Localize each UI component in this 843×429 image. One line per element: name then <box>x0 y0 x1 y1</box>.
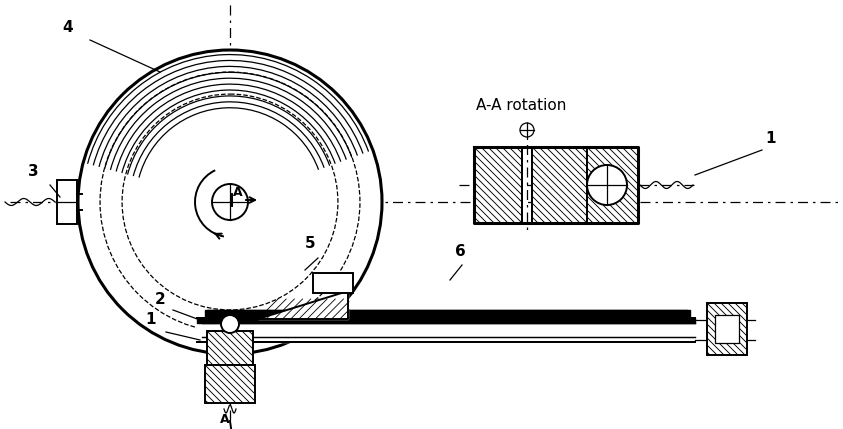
Text: 3: 3 <box>28 164 39 179</box>
Bar <box>715 315 739 343</box>
Bar <box>474 147 522 223</box>
Bar <box>313 273 353 293</box>
Text: 4: 4 <box>62 20 72 35</box>
Circle shape <box>520 123 534 137</box>
Bar <box>587 147 638 223</box>
Text: 1: 1 <box>765 131 776 146</box>
Text: A: A <box>233 186 243 199</box>
Text: 6: 6 <box>455 244 465 259</box>
Polygon shape <box>258 291 348 319</box>
Bar <box>207 331 253 365</box>
Circle shape <box>221 315 239 333</box>
Circle shape <box>212 184 248 220</box>
Text: 5: 5 <box>305 236 315 251</box>
Circle shape <box>587 165 627 205</box>
Bar <box>57 180 77 224</box>
Bar <box>532 147 587 223</box>
Text: 2: 2 <box>155 292 166 307</box>
Bar <box>205 365 255 403</box>
Circle shape <box>78 50 382 354</box>
Text: 1: 1 <box>145 312 155 327</box>
Text: A: A <box>220 413 229 426</box>
Text: A-A rotation: A-A rotation <box>476 98 566 113</box>
Bar <box>707 303 747 355</box>
